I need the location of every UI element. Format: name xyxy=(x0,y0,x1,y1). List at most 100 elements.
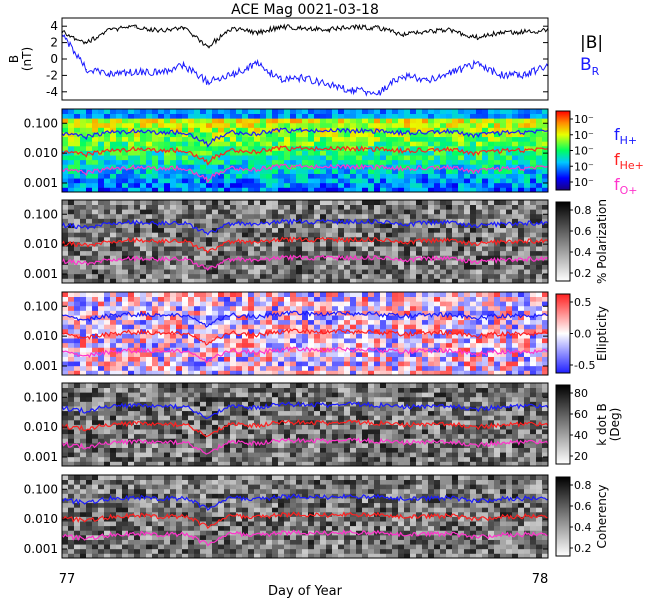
heatmap-cell xyxy=(230,342,237,348)
heatmap-cell xyxy=(224,370,231,376)
heatmap-cell xyxy=(128,159,135,165)
heatmap-cell xyxy=(152,292,159,298)
heatmap-cell xyxy=(80,342,87,348)
heatmap-cell xyxy=(230,218,237,224)
heatmap-cell xyxy=(122,122,129,128)
heatmap-cell xyxy=(476,361,483,367)
heatmap-cell xyxy=(482,370,489,376)
heatmap-cell xyxy=(296,227,303,233)
heatmap-cell xyxy=(86,118,93,124)
heatmap-cell xyxy=(272,118,279,124)
heatmap-cell xyxy=(92,273,99,279)
heatmap-cell xyxy=(224,278,231,284)
heatmap-cell xyxy=(278,132,285,138)
heatmap-cell xyxy=(146,356,153,362)
heatmap-cell xyxy=(218,328,225,334)
heatmap-cell xyxy=(434,292,441,298)
heatmap-cell xyxy=(464,213,471,219)
heatmap-cell xyxy=(206,250,213,256)
heatmap-cell xyxy=(350,333,357,339)
heatmap-cell xyxy=(380,264,387,270)
heatmap-cell xyxy=(218,227,225,233)
heatmap-cell xyxy=(362,255,369,261)
colorbar-tick-label: 10⁻ xyxy=(574,176,594,189)
heatmap-cell xyxy=(488,292,495,298)
heatmap-cell xyxy=(500,292,507,298)
heatmap-cell xyxy=(170,273,177,279)
heatmap-cell xyxy=(230,292,237,298)
heatmap-cell xyxy=(170,461,177,467)
heatmap-cell xyxy=(260,236,267,242)
heatmap-cell xyxy=(194,182,201,188)
heatmap-cell xyxy=(134,155,141,161)
heatmap-cell xyxy=(536,173,543,179)
series-point-0-6 xyxy=(207,46,209,48)
heatmap-cell xyxy=(320,141,327,147)
heatmap-cell xyxy=(362,168,369,174)
heatmap-cell xyxy=(242,278,249,284)
legend-sub: H+ xyxy=(620,134,638,147)
heatmap-cell xyxy=(92,296,99,302)
heatmap-cell xyxy=(260,365,267,371)
heatmap-cell xyxy=(62,461,69,467)
heatmap-cell xyxy=(116,273,123,279)
heatmap-cell xyxy=(500,159,507,165)
heatmap-cell xyxy=(302,333,309,339)
heatmap-cell xyxy=(428,118,435,124)
heatmap-cell xyxy=(260,342,267,348)
heatmap-cell xyxy=(110,338,117,344)
heatmap-cell xyxy=(512,178,519,184)
heatmap-cell xyxy=(440,328,447,334)
heatmap-cell xyxy=(104,461,111,467)
heatmap-cell xyxy=(254,264,261,270)
heatmap-cell xyxy=(440,168,447,174)
y-axis-label-line: B xyxy=(7,55,21,63)
heatmap-cell xyxy=(206,410,213,416)
heatmap-cell xyxy=(290,213,297,219)
heatmap-cell xyxy=(140,351,147,357)
heatmap-cell xyxy=(458,178,465,184)
heatmap-cell xyxy=(92,250,99,256)
heatmap-cell xyxy=(188,259,195,265)
heatmap-cell xyxy=(320,333,327,339)
heatmap-cell xyxy=(284,209,291,215)
heatmap-cell xyxy=(158,442,165,448)
heatmap-cell xyxy=(398,168,405,174)
heatmap-cell xyxy=(506,292,513,298)
heatmap-cell xyxy=(236,328,243,334)
heatmap-cell xyxy=(248,213,255,219)
heatmap-cell xyxy=(272,324,279,330)
heatmap-cell xyxy=(356,273,363,279)
heatmap-cell xyxy=(194,305,201,311)
heatmap-cell xyxy=(374,365,381,371)
heatmap-cell xyxy=(518,204,525,210)
heatmap-cell xyxy=(494,118,501,124)
heatmap-cell xyxy=(62,370,69,376)
heatmap-cell xyxy=(380,278,387,284)
heatmap-cell xyxy=(158,447,165,453)
heatmap-cell xyxy=(518,273,525,279)
heatmap-cell xyxy=(290,259,297,265)
heatmap-cell xyxy=(230,365,237,371)
heatmap-cell xyxy=(104,438,111,444)
heatmap-cell xyxy=(404,301,411,307)
heatmap-cell xyxy=(80,109,87,115)
heatmap-cell xyxy=(338,136,345,142)
heatmap-cell xyxy=(206,338,213,344)
heatmap-cell xyxy=(308,182,315,188)
heatmap-cell xyxy=(392,132,399,138)
heatmap-cell xyxy=(92,447,99,453)
heatmap-cell xyxy=(68,406,75,412)
heatmap-cell xyxy=(362,159,369,165)
heatmap-cell xyxy=(98,433,105,439)
colorbar-label: % Polarization xyxy=(595,199,609,284)
heatmap-cell xyxy=(302,351,309,357)
heatmap-cell xyxy=(458,241,465,247)
heatmap-cell xyxy=(206,164,213,170)
heatmap-cell xyxy=(74,159,81,165)
heatmap-cell xyxy=(434,278,441,284)
colorbar-tick-label: 0.5 xyxy=(574,296,592,309)
heatmap-cell xyxy=(488,328,495,334)
heatmap-cell xyxy=(170,232,177,238)
heatmap-cell xyxy=(434,178,441,184)
